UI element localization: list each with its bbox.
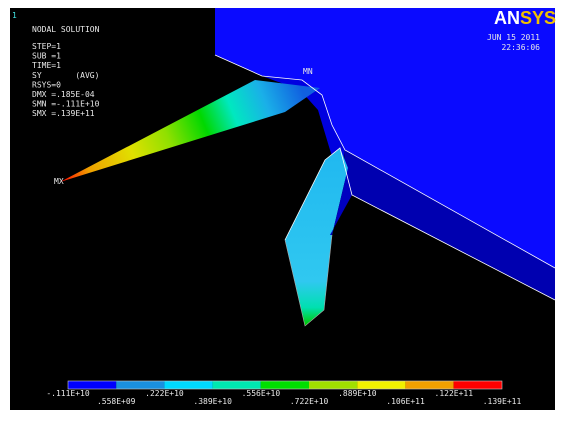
viewport-number: 1 [12,11,17,20]
legend-label: .722E+10 [290,397,329,406]
logo: ANSYS [494,8,556,28]
info-line: SY (AVG) [32,71,99,80]
legend-label: -.111E+10 [46,389,90,398]
info-line: SMN =-.111E+10 [32,100,100,109]
legend-label: .139E+11 [483,397,522,406]
info-line: DMX =.185E-04 [32,90,95,99]
ansys-window: 1 NODAL SOLUTION STEP=1SUB =1TIME=1SY (A… [0,0,565,446]
legend-band [213,381,261,389]
time: 22:36:06 [501,43,540,52]
legend-label: .106E+11 [386,397,425,406]
legend-label: .222E+10 [145,389,184,398]
legend-band [261,381,309,389]
legend-label: .389E+10 [193,397,232,406]
info-line: STEP=1 [32,42,61,51]
legend-band [357,381,405,389]
legend-band [309,381,357,389]
legend-band [68,381,116,389]
date: JUN 15 2011 [487,33,540,42]
legend-band [164,381,212,389]
info-line: TIME=1 [32,61,61,70]
legend-band [454,381,502,389]
color-legend [68,381,502,389]
result-title: NODAL SOLUTION [32,25,100,34]
info-line: SUB =1 [32,52,61,61]
max-marker: MX [54,177,64,186]
min-marker: MN [303,67,313,76]
legend-label: .556E+10 [242,389,281,398]
legend-band [405,381,453,389]
info-line: SMX =.139E+11 [32,109,95,118]
legend-band [116,381,164,389]
legend-label: .558E+09 [97,397,136,406]
legend-label: .889E+10 [338,389,377,398]
logo-part: SYS [520,8,556,28]
legend-label: .122E+11 [435,389,474,398]
logo-part: AN [494,8,520,28]
info-line: RSYS=0 [32,80,61,89]
